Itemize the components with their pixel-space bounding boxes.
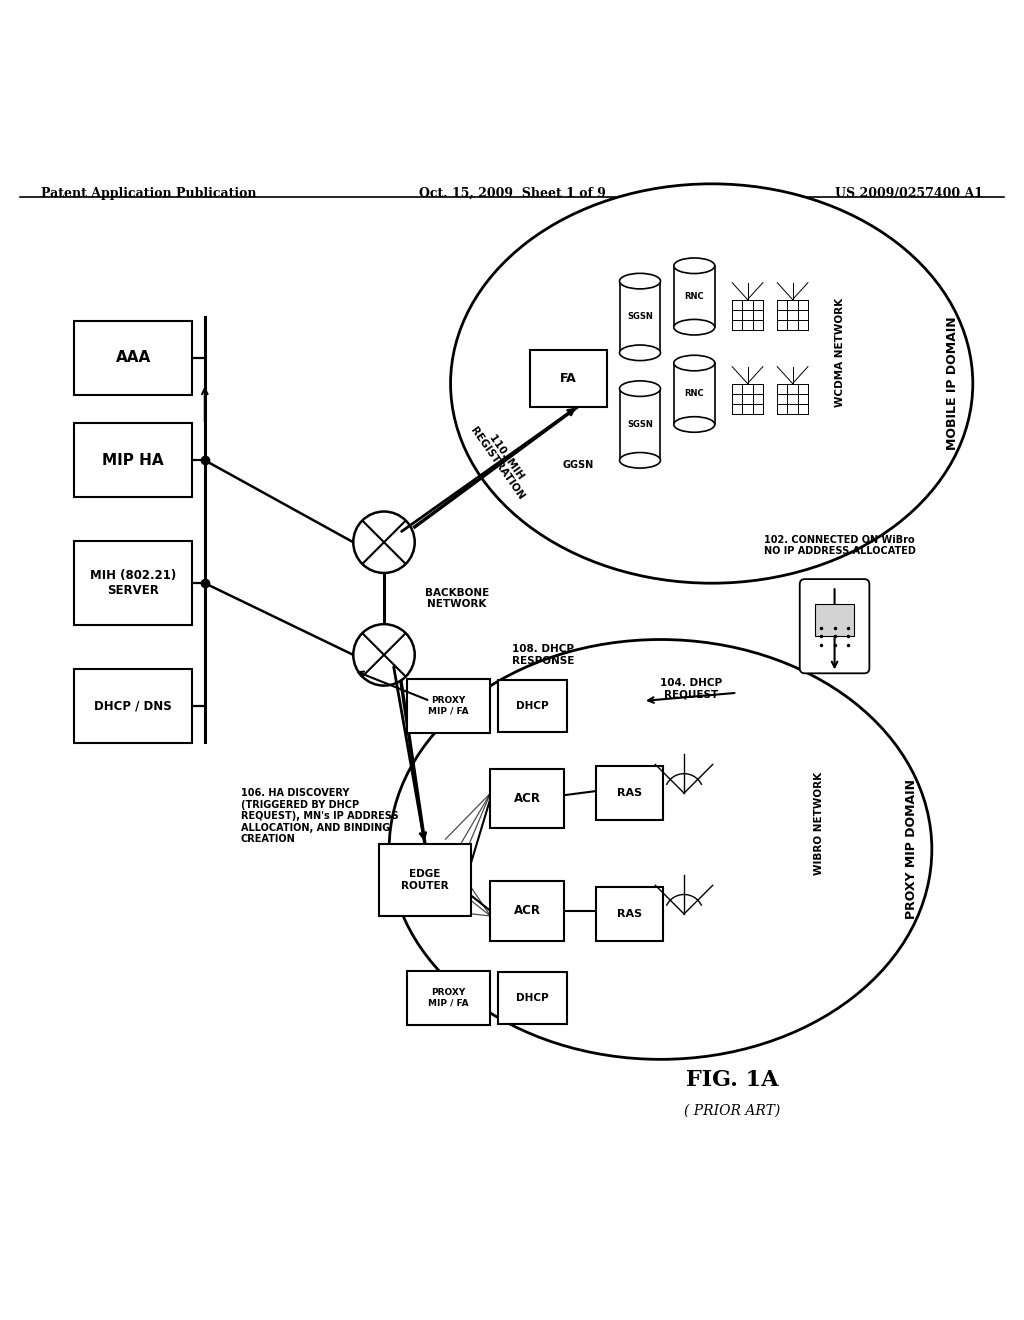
FancyBboxPatch shape	[379, 845, 471, 916]
Ellipse shape	[620, 345, 660, 360]
Text: WCDMA NETWORK: WCDMA NETWORK	[835, 298, 845, 408]
FancyBboxPatch shape	[75, 669, 193, 743]
Text: PROXY MIP DOMAIN: PROXY MIP DOMAIN	[905, 779, 918, 920]
Text: MIH (802.21)
SERVER: MIH (802.21) SERVER	[90, 569, 176, 597]
Text: SGSN: SGSN	[627, 420, 653, 429]
Text: 108. DHCP
RESPONSE: 108. DHCP RESPONSE	[512, 644, 573, 665]
Text: ACR: ACR	[514, 792, 541, 805]
Text: FIG. 1A: FIG. 1A	[686, 1069, 778, 1090]
Text: FA: FA	[560, 372, 577, 385]
Polygon shape	[620, 388, 660, 461]
Ellipse shape	[620, 453, 660, 469]
FancyBboxPatch shape	[407, 680, 490, 733]
Text: MIP HA: MIP HA	[102, 453, 164, 467]
FancyBboxPatch shape	[75, 541, 193, 626]
Text: RNC: RNC	[684, 292, 705, 301]
Text: DHCP / DNS: DHCP / DNS	[94, 700, 172, 713]
Ellipse shape	[674, 355, 715, 371]
FancyBboxPatch shape	[498, 973, 567, 1023]
Text: EDGE
ROUTER: EDGE ROUTER	[401, 870, 449, 891]
Text: ( PRIOR ART): ( PRIOR ART)	[684, 1104, 780, 1118]
Text: 110. MIH
REGISTRATION: 110. MIH REGISTRATION	[468, 418, 536, 502]
Text: 104. DHCP
REQUEST: 104. DHCP REQUEST	[660, 678, 722, 700]
Text: Oct. 15, 2009  Sheet 1 of 9: Oct. 15, 2009 Sheet 1 of 9	[419, 187, 605, 199]
Ellipse shape	[620, 273, 660, 289]
Text: 102. CONNECTED ON WiBro
NO IP ADDRESS ALLOCATED: 102. CONNECTED ON WiBro NO IP ADDRESS AL…	[764, 535, 915, 556]
Text: ACR: ACR	[514, 904, 541, 917]
Text: WIBRO NETWORK: WIBRO NETWORK	[814, 772, 824, 875]
Text: BACKBONE
NETWORK: BACKBONE NETWORK	[425, 587, 489, 610]
Text: RAS: RAS	[617, 909, 642, 919]
Text: RAS: RAS	[617, 788, 642, 799]
Ellipse shape	[451, 183, 973, 583]
FancyBboxPatch shape	[407, 972, 490, 1024]
Text: MOBILE IP DOMAIN: MOBILE IP DOMAIN	[946, 317, 958, 450]
FancyBboxPatch shape	[498, 681, 567, 731]
Text: PROXY
MIP / FA: PROXY MIP / FA	[428, 697, 469, 715]
FancyBboxPatch shape	[490, 882, 564, 941]
Text: PROXY
MIP / FA: PROXY MIP / FA	[428, 989, 469, 1007]
FancyBboxPatch shape	[530, 350, 606, 407]
Ellipse shape	[674, 417, 715, 432]
Circle shape	[353, 624, 415, 685]
FancyBboxPatch shape	[490, 768, 564, 828]
FancyBboxPatch shape	[75, 321, 193, 395]
Text: DHCP: DHCP	[516, 701, 549, 711]
Ellipse shape	[674, 257, 715, 273]
FancyBboxPatch shape	[800, 579, 869, 673]
Ellipse shape	[620, 381, 660, 396]
FancyBboxPatch shape	[596, 887, 664, 941]
Ellipse shape	[389, 639, 932, 1060]
Text: RNC: RNC	[684, 389, 705, 399]
FancyBboxPatch shape	[815, 605, 854, 636]
FancyBboxPatch shape	[596, 767, 664, 820]
Circle shape	[353, 512, 415, 573]
Polygon shape	[674, 363, 715, 425]
Text: DHCP: DHCP	[516, 993, 549, 1003]
Polygon shape	[620, 281, 660, 352]
Text: Patent Application Publication: Patent Application Publication	[41, 187, 256, 199]
Text: GGSN: GGSN	[563, 461, 594, 470]
Text: US 2009/0257400 A1: US 2009/0257400 A1	[835, 187, 983, 199]
Text: 106. HA DISCOVERY
(TRIGGERED BY DHCP
REQUEST), MN's IP ADDRESS
ALLOCATION, AND B: 106. HA DISCOVERY (TRIGGERED BY DHCP REQ…	[241, 788, 398, 845]
FancyBboxPatch shape	[75, 424, 193, 498]
Polygon shape	[674, 265, 715, 327]
Text: SGSN: SGSN	[627, 313, 653, 322]
Ellipse shape	[674, 319, 715, 335]
Text: AAA: AAA	[116, 350, 151, 366]
